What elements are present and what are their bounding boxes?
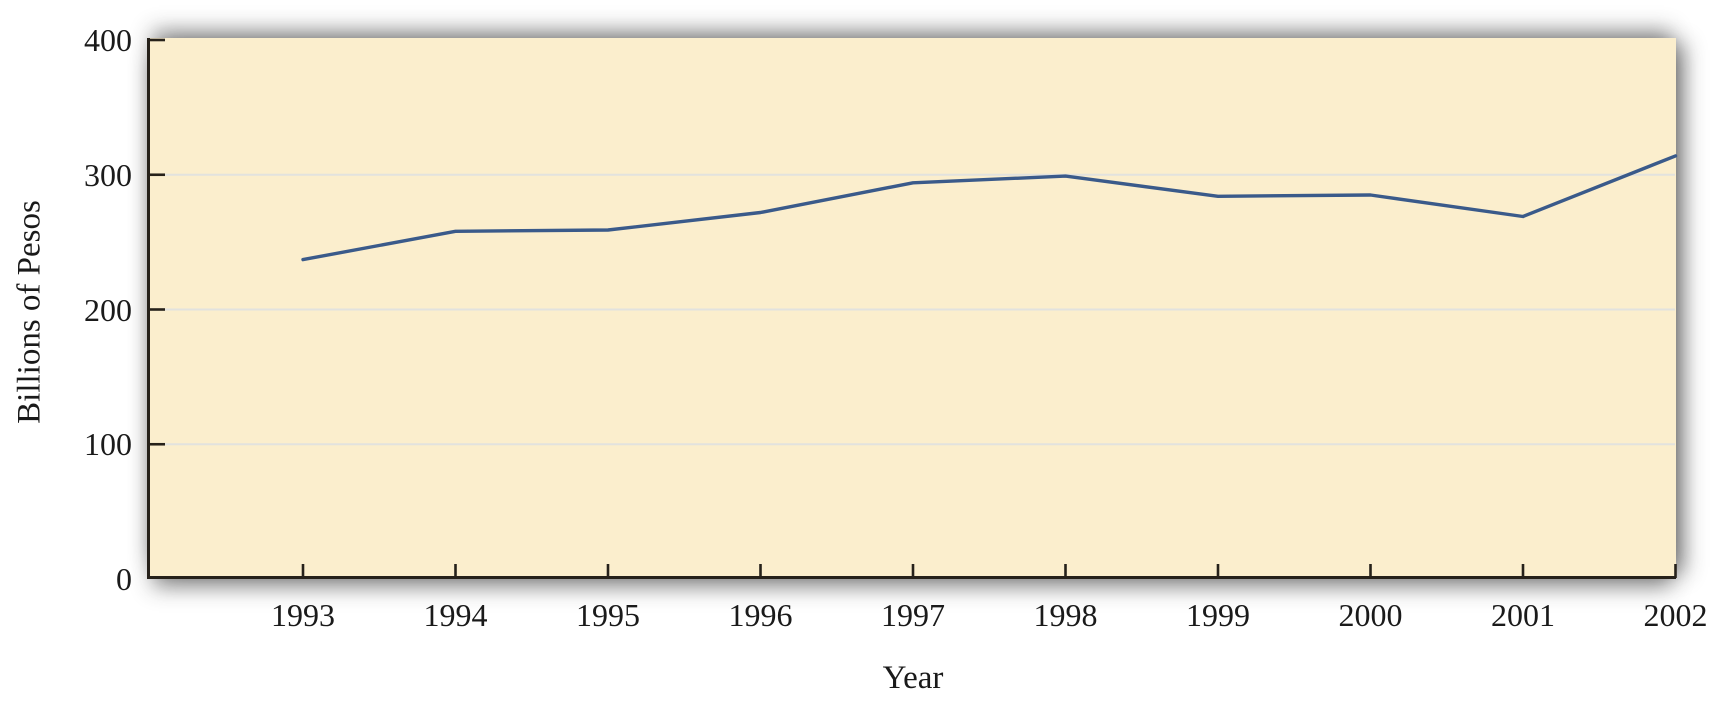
y-tick-label-400: 400 xyxy=(84,22,132,58)
plot-area xyxy=(147,38,1676,579)
x-tick-label-2002: 2002 xyxy=(1643,597,1708,633)
x-tick-label-1999: 1999 xyxy=(1186,597,1250,633)
x-tick-label-1998: 1998 xyxy=(1033,597,1098,633)
x-tick-label-1993: 1993 xyxy=(271,597,335,633)
y-tick-label-100: 100 xyxy=(84,426,132,463)
y-tick-label-0: 0 xyxy=(116,561,132,597)
x-tick-label-1997: 1997 xyxy=(881,597,945,633)
x-tick-label-1994: 1994 xyxy=(423,597,488,633)
x-axis-title: Year xyxy=(882,660,944,696)
x-tick-label-1995: 1995 xyxy=(576,597,640,633)
y-tick-label-300: 300 xyxy=(84,156,132,193)
x-tick-label-1996: 1996 xyxy=(728,597,793,633)
x-tick-label-2001: 2001 xyxy=(1491,597,1555,633)
x-tick-label-2000: 2000 xyxy=(1338,597,1403,633)
y-tick-label-200: 200 xyxy=(84,291,132,328)
